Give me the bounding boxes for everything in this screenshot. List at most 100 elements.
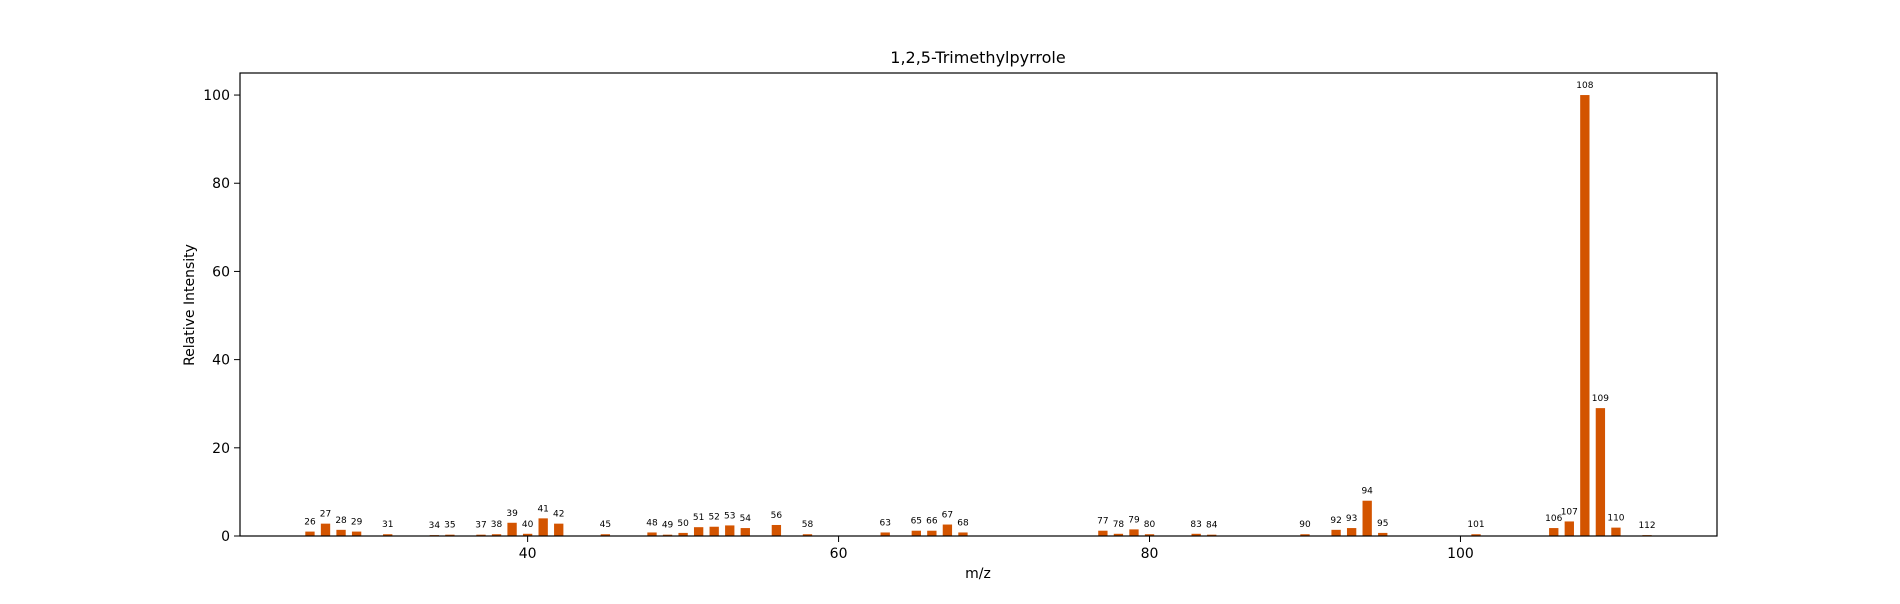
bar-label-mz-78: 78 <box>1113 520 1125 530</box>
bar-mz-40 <box>522 533 533 536</box>
y-tick-label: 60 <box>212 264 230 280</box>
bar-mz-51 <box>693 527 704 536</box>
bar-label-mz-107: 107 <box>1561 507 1578 517</box>
bar-label-mz-108: 108 <box>1576 81 1593 91</box>
bar-label-mz-35: 35 <box>444 521 455 531</box>
bar-mz-50 <box>678 532 688 536</box>
bar-mz-110 <box>1611 527 1621 536</box>
bar-mz-28 <box>336 529 346 536</box>
bar-label-mz-77: 77 <box>1097 517 1108 527</box>
bar-mz-66 <box>927 530 937 536</box>
bar-mz-77 <box>1098 530 1108 536</box>
chart-title: 1,2,5-Trimethylpyrrole <box>890 48 1065 67</box>
bar-label-mz-51: 51 <box>693 513 704 523</box>
bar-label-mz-41: 41 <box>537 504 548 514</box>
bar-label-mz-80: 80 <box>1144 520 1156 530</box>
bar-mz-26 <box>305 531 315 536</box>
bar-label-mz-54: 54 <box>740 514 752 524</box>
bar-mz-78 <box>1113 533 1124 536</box>
bar-mz-67 <box>942 524 953 536</box>
bar-mz-41 <box>538 518 548 536</box>
bar-label-mz-90: 90 <box>1299 520 1311 530</box>
bar-mz-65 <box>911 530 921 536</box>
bar-label-mz-40: 40 <box>522 520 534 530</box>
bar-mz-68 <box>958 532 968 536</box>
bar-label-mz-28: 28 <box>335 516 347 526</box>
bar-mz-49 <box>662 534 673 536</box>
bar-label-mz-92: 92 <box>1330 516 1341 526</box>
y-tick-label: 80 <box>212 176 230 192</box>
bar-mz-31 <box>383 534 393 536</box>
bar-label-mz-31: 31 <box>382 520 393 530</box>
bar-label-mz-26: 26 <box>304 518 316 528</box>
bar-label-mz-83: 83 <box>1190 520 1201 530</box>
bar-mz-107 <box>1564 521 1574 536</box>
bar-mz-27 <box>320 523 331 536</box>
bar-mz-35 <box>445 534 455 536</box>
bar-mz-39 <box>507 522 517 536</box>
bar-label-mz-52: 52 <box>708 513 719 523</box>
bar-mz-92 <box>1331 529 1341 536</box>
bar-mz-93 <box>1346 528 1357 536</box>
y-axis-label: Relative Intensity <box>182 244 198 366</box>
x-tick-label: 100 <box>1447 546 1474 562</box>
bar-mz-29 <box>351 531 362 536</box>
bar-label-mz-58: 58 <box>802 520 814 530</box>
y-tick-label: 100 <box>203 88 230 104</box>
bar-label-mz-68: 68 <box>957 518 969 528</box>
bar-mz-53 <box>725 525 735 536</box>
x-tick-label: 40 <box>519 546 537 562</box>
bar-mz-84 <box>1207 534 1217 536</box>
bar-label-mz-50: 50 <box>677 519 689 529</box>
bar-label-mz-53: 53 <box>724 511 735 521</box>
bar-mz-94 <box>1362 500 1372 536</box>
bar-label-mz-63: 63 <box>879 518 890 528</box>
x-tick-label: 80 <box>1141 546 1159 562</box>
bar-mz-38 <box>491 534 502 536</box>
bar-label-mz-39: 39 <box>506 509 518 519</box>
bar-mz-42 <box>554 523 564 536</box>
axes-layer: 40 60 80 100 0 20 40 60 80 100 <box>203 88 1474 562</box>
bar-label-mz-65: 65 <box>911 517 922 527</box>
bar-mz-101 <box>1471 534 1481 536</box>
bar-label-mz-79: 79 <box>1128 515 1140 525</box>
bar-label-mz-29: 29 <box>351 518 363 528</box>
bar-mz-108 <box>1580 95 1590 537</box>
y-tick-label: 0 <box>221 529 230 545</box>
bar-label-mz-37: 37 <box>475 521 486 531</box>
bar-label-mz-95: 95 <box>1377 519 1388 529</box>
bar-mz-48 <box>647 532 657 536</box>
bar-label-mz-67: 67 <box>942 511 953 521</box>
bar-mz-80 <box>1144 534 1155 536</box>
bar-mz-63 <box>880 532 890 536</box>
bar-label-mz-56: 56 <box>771 511 783 521</box>
bar-label-mz-109: 109 <box>1592 394 1609 404</box>
y-tick-label: 20 <box>212 441 230 457</box>
bar-label-mz-66: 66 <box>926 517 938 527</box>
bar-label-mz-93: 93 <box>1346 514 1357 524</box>
bar-label-mz-106: 106 <box>1545 514 1562 524</box>
bar-label-mz-42: 42 <box>553 510 564 520</box>
bar-label-mz-27: 27 <box>320 510 331 520</box>
bar-label-mz-49: 49 <box>662 521 674 531</box>
bar-label-mz-94: 94 <box>1361 487 1373 497</box>
bar-mz-56 <box>771 524 782 536</box>
bar-label-mz-84: 84 <box>1206 521 1218 531</box>
bar-mz-45 <box>600 534 611 536</box>
bar-label-mz-48: 48 <box>646 518 658 528</box>
bar-label-mz-38: 38 <box>491 520 503 530</box>
y-tick-label: 40 <box>212 353 230 369</box>
bar-mz-79 <box>1129 529 1139 536</box>
x-axis-label: m/z <box>965 566 991 582</box>
bar-mz-109 <box>1595 408 1606 536</box>
bar-mz-90 <box>1300 534 1310 536</box>
bar-mz-83 <box>1191 533 1201 536</box>
bar-label-mz-101: 101 <box>1467 520 1484 530</box>
bar-mz-106 <box>1549 528 1559 536</box>
plot-frame <box>239 72 1718 537</box>
bar-mz-52 <box>709 526 719 536</box>
bar-label-mz-45: 45 <box>600 520 611 530</box>
bars-layer <box>305 95 1652 537</box>
